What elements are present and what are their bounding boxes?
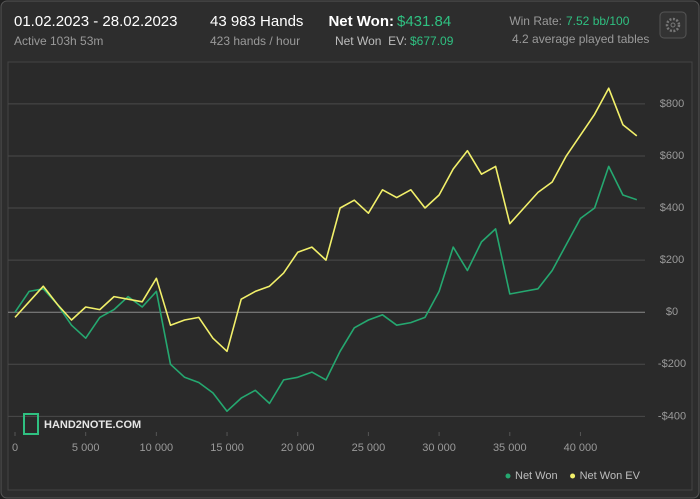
x-tick-label: 15 000 <box>210 442 244 454</box>
plot-frame <box>7 61 693 491</box>
win-rate-value: 7.52 bb/100 <box>566 14 630 28</box>
settings-icon[interactable] <box>665 17 681 33</box>
x-tick-label: 5 000 <box>72 442 100 454</box>
x-tick-label: 10 000 <box>140 442 174 454</box>
series-line <box>14 87 638 353</box>
x-tick-label: 40 000 <box>564 442 598 454</box>
legend-label: Net Won EV <box>580 470 641 482</box>
y-tick-label: $600 <box>660 150 684 162</box>
y-tick-label: -$400 <box>658 410 686 422</box>
settings-icon-center[interactable] <box>670 22 676 28</box>
logo-icon <box>23 413 39 435</box>
y-tick-label: $400 <box>660 202 684 214</box>
x-tick-label: 35 000 <box>493 442 527 454</box>
net-won-ev-label: Net Won EV: <box>335 34 407 48</box>
legend: Net Won Net Won EV <box>505 470 641 482</box>
y-tick-label: -$200 <box>658 358 686 370</box>
y-tick-label: $0 <box>666 306 678 318</box>
tables: 4.2 average played tables <box>512 32 649 46</box>
logo: HAND2NOTE.COM <box>23 413 141 435</box>
settings-box[interactable] <box>659 11 687 39</box>
date-range: 01.02.2023 - 28.02.2023 <box>14 13 177 30</box>
series-line <box>14 165 638 412</box>
x-tick-label: 20 000 <box>281 442 315 454</box>
y-tick-label: $200 <box>660 254 684 266</box>
net-won-label: Net Won: <box>328 13 394 30</box>
net-won-ev-value: $677.09 <box>410 34 454 48</box>
legend-marker <box>505 473 511 479</box>
net-won-value: $431.84 <box>397 13 451 30</box>
lines <box>14 87 638 412</box>
hands: 43 983 Hands <box>210 13 303 30</box>
x-tick-label: 30 000 <box>422 442 456 454</box>
grid: -$400 -$200 $0 $200 $400 $600 $800 0 5 000 10 000… <box>8 98 686 454</box>
legend-label: Net Won <box>515 470 558 482</box>
hands-per-hour: 423 hands / hour <box>210 34 300 48</box>
legend-marker <box>570 473 576 479</box>
settings-button[interactable] <box>659 11 687 39</box>
active-time: Active 103h 53m <box>14 34 103 48</box>
x-tick-label: 0 <box>12 442 18 454</box>
win-rate-label: Win Rate: <box>509 14 562 28</box>
logo-text: HAND2NOTE.COM <box>44 419 141 431</box>
x-tick-label: 25 000 <box>352 442 386 454</box>
y-tick-label: $800 <box>660 98 684 110</box>
